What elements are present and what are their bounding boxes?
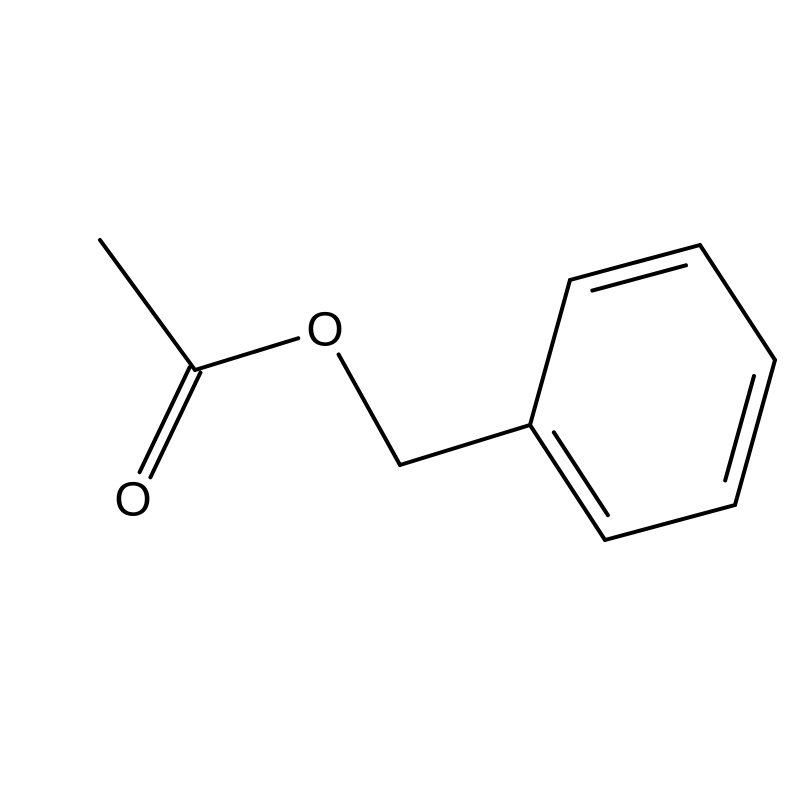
atom-label-O_dbl: O — [114, 474, 151, 527]
bond-line — [530, 425, 605, 540]
molecule-canvas: OO — [0, 0, 800, 800]
bond-line — [605, 505, 735, 540]
bond-line — [400, 425, 530, 465]
bond-line — [530, 280, 570, 425]
bond-line — [339, 354, 400, 465]
atoms-layer: OO — [114, 304, 343, 527]
bond-line — [725, 376, 754, 480]
bond-line — [735, 360, 775, 505]
bond-line — [195, 338, 298, 370]
bond-line — [570, 245, 700, 280]
bond-line — [100, 240, 195, 370]
bond-line — [140, 367, 190, 472]
atom-label-O_ester: O — [306, 304, 343, 357]
bond-line — [150, 373, 200, 478]
bond-line — [700, 245, 775, 360]
bonds-layer — [100, 240, 775, 540]
